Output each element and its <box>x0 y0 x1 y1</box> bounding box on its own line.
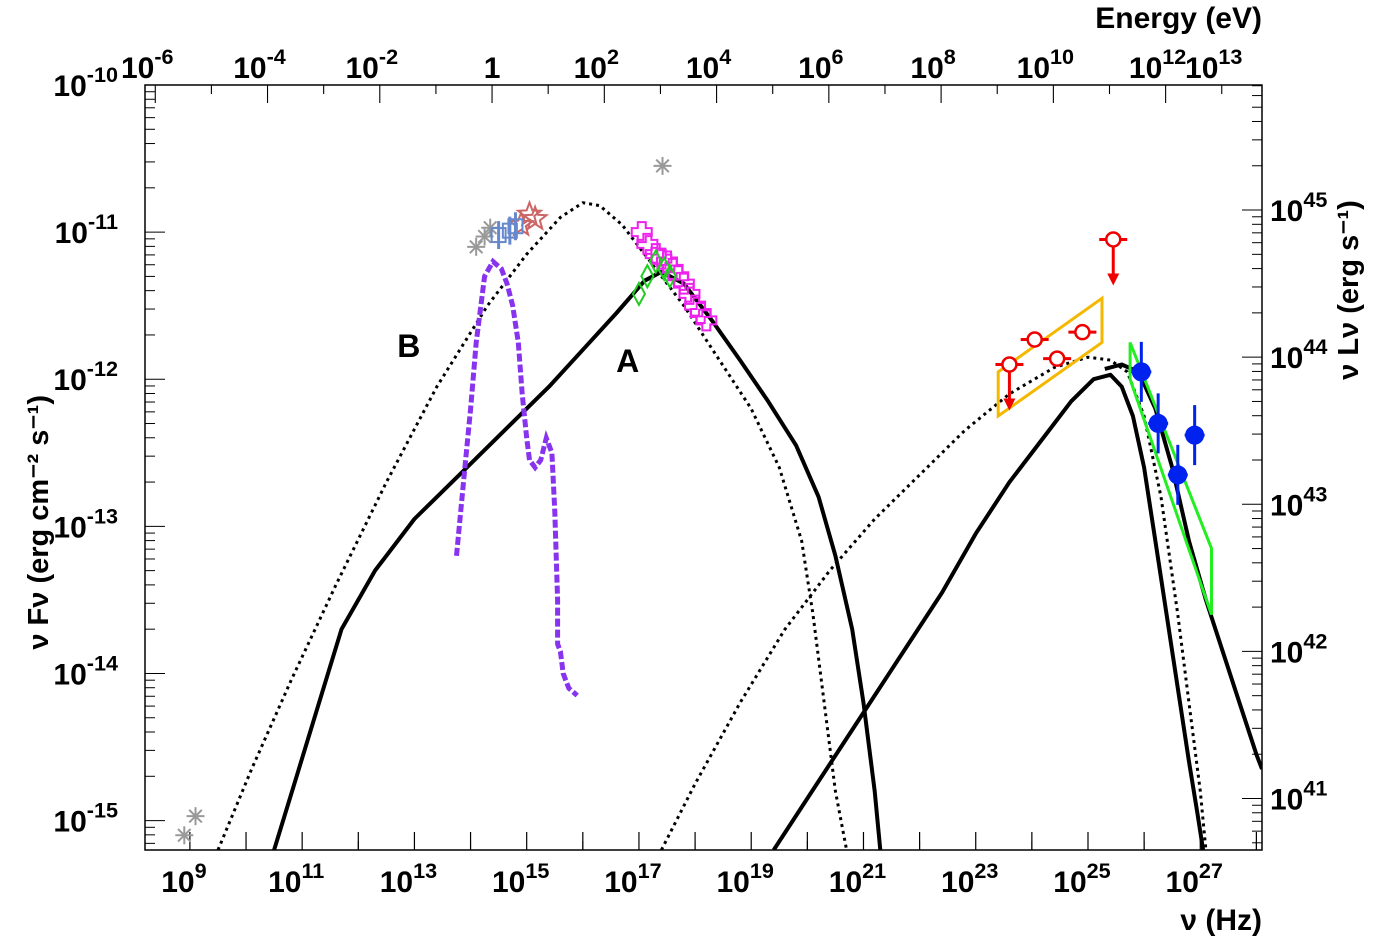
marker-open-circle <box>1105 231 1122 248</box>
marker-open-circle <box>1026 331 1043 348</box>
top-tick-label: 10-6 <box>121 44 174 85</box>
marker-open-cross <box>650 247 673 270</box>
marker-star <box>520 203 550 231</box>
top-tick-label: 1010 <box>1017 44 1074 85</box>
optical-uv-path <box>454 257 579 698</box>
top-tick-label: 106 <box>798 44 843 85</box>
top-tick-label: 1 <box>484 52 501 85</box>
marker-asterisk <box>175 826 194 845</box>
upper-limit-head <box>1107 273 1120 286</box>
y2-tick-label: 1042 <box>1270 628 1327 669</box>
x-tick-label: 1025 <box>1053 858 1110 899</box>
marker-asterisk <box>467 237 486 256</box>
bowtie-regions <box>996 295 1213 616</box>
marker-asterisk <box>653 156 672 175</box>
y2-tick-label: 1041 <box>1270 776 1327 817</box>
y-tick-label: 10-10 <box>53 62 118 103</box>
x-tick-label: 1013 <box>380 858 437 899</box>
plot-frame <box>144 84 1263 851</box>
marker-open-diamond <box>662 263 677 290</box>
x-tick-label: 109 <box>161 858 206 899</box>
curve-B-ic <box>660 355 1208 850</box>
marker-filled-circle <box>1185 425 1205 445</box>
marker-asterisk <box>186 807 205 826</box>
marker-open-diamond <box>648 248 663 275</box>
y-tick-label: 10-13 <box>53 503 118 544</box>
marker-asterisk <box>481 218 500 237</box>
bowtie-fermi-bowtie <box>996 295 1104 419</box>
annotation-A: A <box>616 343 639 379</box>
marker-open-circle <box>1001 356 1018 373</box>
annotations: AB <box>397 328 639 379</box>
y-tick-label: 10-15 <box>53 798 118 839</box>
marker-open-cross <box>678 282 701 305</box>
x-tick-label: 1023 <box>941 858 998 899</box>
top-tick-label: 1013 <box>1185 44 1242 85</box>
y-axis-title: ν Fν (erg cm⁻² s⁻¹) <box>23 395 55 650</box>
x-tick-label: 1027 <box>1166 858 1223 899</box>
tick-labels: 109 1011 1013 1015 1017 1019 1021 1023 1025 10271… <box>53 44 1327 899</box>
marker-open-diamond <box>640 263 655 290</box>
upper-limit-head <box>1003 398 1016 411</box>
x-axis-title: ν (Hz) <box>1180 904 1262 937</box>
marker-open-circle <box>1048 350 1066 367</box>
marker-open-diamond <box>631 280 647 307</box>
top-tick-label: 10-4 <box>233 44 286 85</box>
marker-open-diamond <box>657 255 672 282</box>
y2-axis-title: ν Lν (erg s⁻¹) <box>1333 200 1365 380</box>
y-tick-label: 10-11 <box>55 209 118 250</box>
y2-tick-label: 1045 <box>1270 187 1327 228</box>
y2-tick-label: 1044 <box>1270 334 1327 375</box>
marker-open-cross <box>695 309 718 332</box>
marker-filled-circle <box>1168 465 1188 485</box>
curve-A-ic <box>772 372 1206 850</box>
marker-open-cross <box>630 221 653 244</box>
data-markers <box>175 156 1205 845</box>
top-tick-label: 102 <box>574 44 619 85</box>
x-tick-label: 1021 <box>829 858 886 899</box>
optical-uv-track <box>454 257 579 698</box>
top-tick-label: 1012 <box>1129 44 1186 85</box>
y-tick-label: 10-14 <box>53 650 118 691</box>
x-tick-label: 1015 <box>492 858 549 899</box>
top-tick-label: 104 <box>686 44 731 85</box>
x-tick-label: 1011 <box>268 858 324 899</box>
y-tick-label: 10-12 <box>53 356 118 397</box>
top-tick-label: 10-2 <box>346 44 399 85</box>
marker-filled-circle <box>1131 362 1151 382</box>
marker-open-circle <box>1074 323 1091 341</box>
top-tick-label: 108 <box>910 44 955 85</box>
x-tick-label: 1017 <box>604 858 661 899</box>
bowtie-tev-bowtie <box>1128 341 1213 616</box>
marker-open-cross <box>689 302 712 325</box>
x-tick-label: 1019 <box>717 858 774 899</box>
annotation-B: B <box>397 328 420 364</box>
top-axis-title: Energy (eV) <box>1095 2 1262 35</box>
y2-tick-label: 1043 <box>1270 481 1327 522</box>
marker-filled-circle <box>1148 413 1168 433</box>
